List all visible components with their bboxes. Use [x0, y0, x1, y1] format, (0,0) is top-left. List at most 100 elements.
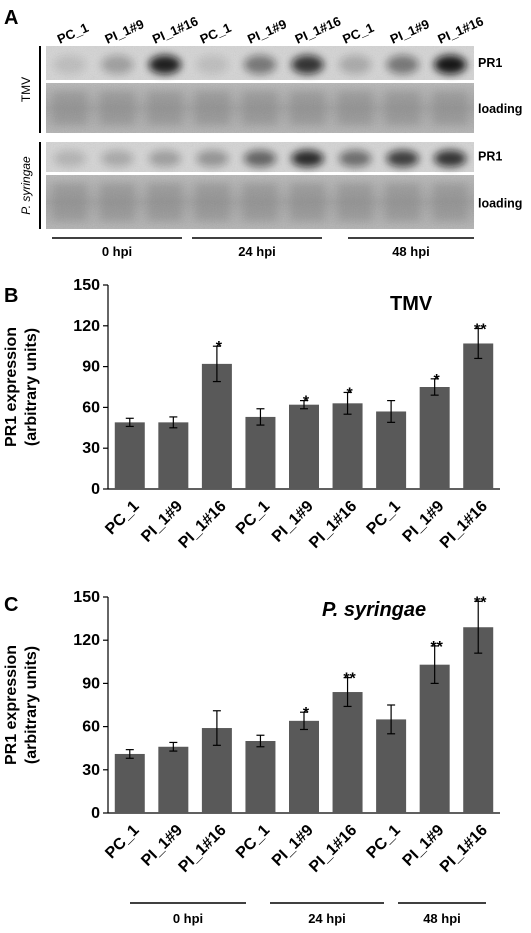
- lane-label: PI_1#16: [435, 13, 485, 46]
- bar: [158, 422, 189, 489]
- bar: [114, 753, 145, 813]
- loading-band: [148, 91, 182, 125]
- category-label: PI_1#16: [437, 822, 491, 876]
- category-label: PI_1#16: [437, 498, 491, 552]
- loading-band: [243, 91, 277, 125]
- category-label: PC_1: [364, 498, 404, 538]
- chart-title: P. syringae: [322, 599, 426, 621]
- group-label: 0 hpi: [173, 911, 203, 926]
- loading-band: [290, 91, 325, 125]
- significance-marker: *: [303, 705, 310, 722]
- pr1-band: [434, 150, 467, 167]
- loading-band: [386, 91, 420, 125]
- significance-marker: *: [303, 394, 310, 411]
- pr1-band: [386, 150, 419, 167]
- pr1-band: [196, 55, 229, 75]
- y-tick-label: 0: [91, 481, 100, 498]
- pr1-band: [101, 55, 134, 75]
- y-tick-label: 90: [82, 359, 100, 376]
- group-label: 48 hpi: [423, 911, 461, 926]
- lane-label: PI_1#16: [293, 13, 343, 46]
- bar: [419, 664, 450, 813]
- pr1-band: [338, 150, 372, 167]
- pr1-band: [148, 55, 182, 75]
- bar: [332, 692, 363, 813]
- loading-band: [243, 183, 277, 221]
- pr1-band: [53, 150, 86, 167]
- y-axis-label: (arbitrary units): [23, 328, 40, 446]
- y-tick-label: 30: [82, 440, 100, 457]
- pr1-band: [196, 150, 229, 167]
- blot-block: PR1 loading TMV: [19, 46, 522, 133]
- category-label: PI_1#16: [176, 822, 230, 876]
- category-label: PC_1: [233, 822, 273, 862]
- group-label: 0 hpi: [102, 244, 132, 259]
- lane-label: PI_1#9: [102, 16, 146, 46]
- y-tick-label: 60: [82, 399, 100, 416]
- group-label: 24 hpi: [308, 911, 346, 926]
- loading-band: [433, 183, 467, 221]
- significance-marker: **: [430, 639, 443, 656]
- y-tick-label: 0: [91, 805, 100, 822]
- pr1-band: [291, 150, 324, 167]
- loading-band: [53, 91, 87, 125]
- bar: [463, 627, 494, 813]
- bar: [463, 343, 494, 489]
- loading-band: [100, 91, 134, 125]
- pr1-band: [291, 55, 324, 75]
- bar: [376, 411, 407, 489]
- organism-label: P. syringae: [19, 156, 33, 215]
- pr1-band: [101, 150, 134, 167]
- chart-c: C 0 30 60 90 120 150 PR1 expression (arbitrary …: [3, 589, 500, 926]
- y-tick-label: 150: [73, 277, 100, 294]
- y-tick-label: 30: [82, 762, 100, 779]
- blots: PR1 loading TMV PR1 loading P. syringae: [19, 46, 522, 229]
- loading-band: [100, 183, 134, 221]
- category-label: PC_1: [102, 822, 142, 862]
- loading-band: [195, 183, 230, 221]
- group-label: 48 hpi: [392, 244, 430, 259]
- y-axis-label: PR1 expression: [3, 645, 20, 765]
- significance-marker: **: [474, 594, 487, 611]
- significance-marker: *: [434, 372, 441, 389]
- lane-label: PC_1: [198, 20, 234, 47]
- y-tick-label: 150: [73, 589, 100, 606]
- category-label: PC_1: [364, 822, 404, 862]
- pr1-band: [53, 55, 86, 75]
- pr1-band: [243, 150, 277, 167]
- panel-b-letter: B: [4, 285, 18, 307]
- y-tick-label: 90: [82, 675, 100, 692]
- chart-b: B 0 30 60 90 120 150 PR1 expression (arbitrary …: [3, 277, 500, 552]
- y-axis-label: (arbitrary units): [23, 646, 40, 764]
- loading-band: [433, 91, 467, 125]
- panel-c-letter: C: [4, 594, 18, 616]
- blot-group-labels: 0 hpi 24 hpi 48 hpi: [52, 237, 474, 259]
- loading-band: [53, 183, 87, 221]
- significance-marker: *: [346, 385, 353, 402]
- panel-a-letter: A: [4, 7, 18, 29]
- category-label: PI_1#16: [306, 822, 360, 876]
- bar: [245, 416, 276, 489]
- y-tick-label: 120: [73, 632, 100, 649]
- loading-band: [338, 183, 372, 221]
- lane-label: PI_1#9: [388, 16, 432, 46]
- bar: [289, 404, 319, 489]
- pr1-band: [148, 150, 182, 167]
- loading-label: loading: [478, 196, 522, 210]
- significance-marker: **: [343, 671, 356, 688]
- category-label: PC_1: [102, 498, 142, 538]
- pr1-label: PR1: [478, 150, 502, 164]
- bar: [376, 719, 407, 813]
- bar: [245, 741, 276, 813]
- pr1-band: [243, 55, 277, 75]
- pr1-label: PR1: [478, 56, 502, 70]
- loading-band: [290, 183, 325, 221]
- lane-label: PI_1#16: [150, 13, 200, 46]
- loading-band: [386, 183, 420, 221]
- loading-band: [338, 91, 372, 125]
- pr1-band: [338, 55, 372, 75]
- pr1-band: [434, 55, 467, 75]
- organism-label: TMV: [19, 77, 33, 102]
